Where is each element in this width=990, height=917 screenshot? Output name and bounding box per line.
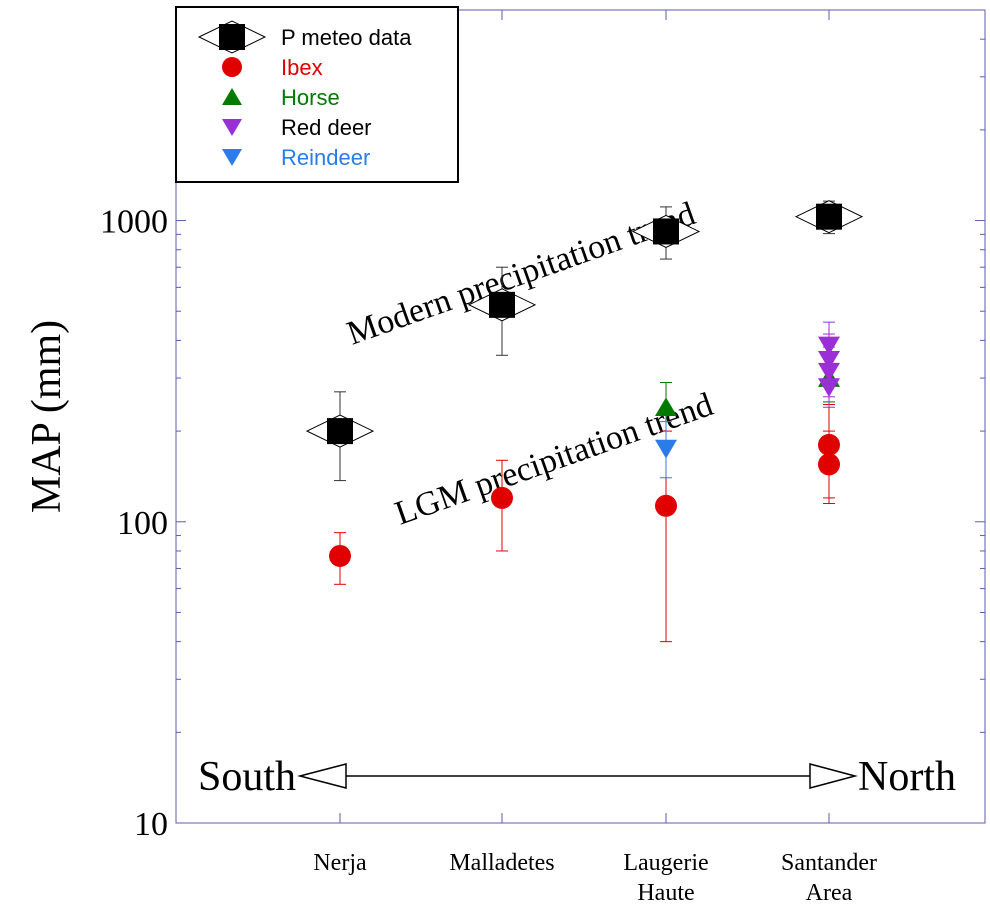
y-axis-ticks: 10 100 1000 [100,9,985,843]
legend-label-reindeer: Reindeer [281,145,370,170]
y-axis-label: MAP (mm) [24,320,70,513]
legend-label-ibex: Ibex [281,55,323,80]
series-ibex [329,404,840,643]
legend: P meteo data Ibex Horse Red deer Reindeer [175,6,459,183]
data-point-p-meteo-data [489,291,515,318]
data-point-ibex [329,544,351,567]
data-point-red-deer [818,378,840,397]
direction-arrowhead-right [809,763,858,789]
data-point-ibex [491,486,513,509]
legend-marker-ibex [222,57,242,77]
direction-label-north: North [858,754,956,800]
data-point-horse [655,397,677,417]
modern-trend-annotation: Modern precipitation trend [342,195,700,352]
data-point-p-meteo-data [816,203,842,230]
data-point-ibex [818,453,840,476]
data-point-p-meteo-data [327,418,353,445]
legend-label-p-meteo-data: P meteo data [281,25,412,50]
y-tick-label: 100 [117,505,168,542]
legend-marker-reindeer [222,149,242,166]
data-point-reindeer [655,439,677,459]
series-reindeer [655,421,677,479]
legend-marker-horse [222,88,242,105]
series-p-meteo-data [305,200,864,482]
x-category-label: Nerja [313,850,367,876]
y-tick-label: 10 [134,806,168,843]
legend-marker-red-deer [222,119,242,136]
data-point-red-deer [818,362,840,382]
data-point-p-meteo-data [653,218,679,245]
legend-marker-p-meteo-data [219,24,245,50]
data-point-red-deer [818,336,840,356]
y-tick-label: 1000 [100,204,168,241]
x-category-label: Laugerie Haute [623,850,708,906]
data-point-ibex [655,494,677,517]
x-category-label: Malladetes [449,850,554,876]
x-category-label: Santander Area [781,850,877,906]
legend-label-red-deer: Red deer [281,115,372,140]
direction-label-south: South [198,754,296,800]
plot-frame [175,9,986,824]
data-point-red-deer [818,350,840,370]
legend-label-horse: Horse [281,85,340,110]
data-point-ibex [818,433,840,456]
data-series [305,200,864,643]
direction-arrowhead-left [297,763,347,789]
series-red-deer [818,321,840,408]
